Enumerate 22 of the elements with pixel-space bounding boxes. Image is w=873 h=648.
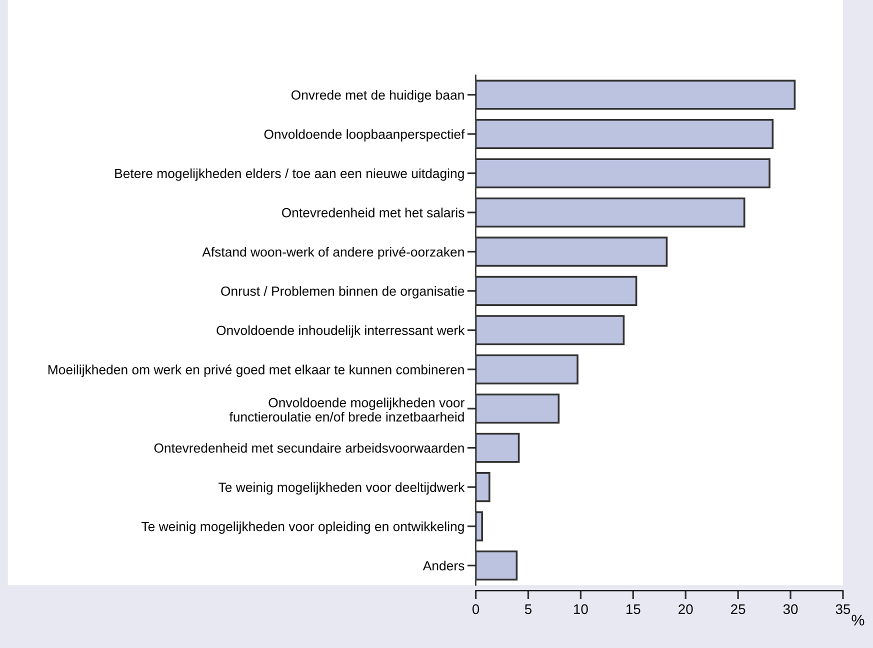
x-tick-label: 15 [626, 604, 640, 614]
x-tick-label: 35 [836, 604, 850, 614]
y-tick-label: Anders [422, 560, 464, 570]
x-tick-label: 25 [731, 604, 746, 614]
y-tick-label: Te weinig mogelijkheden voor opleiding en ontwikkeling [142, 522, 464, 534]
y-tick-label: Onvoldoende inhoudelijk interressant werk [216, 325, 465, 338]
x-tick-label: 30 [783, 604, 798, 614]
x-axis-title: % [852, 614, 864, 626]
y-tick-label: Onvrede met de huidige baan [291, 90, 464, 102]
y-tick-label: Ontevredenheid met het salaris [282, 208, 464, 218]
x-tick-label: 0 [472, 604, 480, 614]
x-tick-label: 20 [678, 604, 693, 614]
y-tick-label: Ontevredenheid met secundaire arbeidsvoorwaarden [154, 443, 464, 453]
y-tick-label: Onvoldoende mogelijkheden voor functieroulatie en/of brede inzetbaarheid [229, 398, 464, 422]
y-tick-label: Moeilijkheden om werk en privé goed met elkaar te kunnen combineren [48, 364, 464, 377]
y-tick-label: Onvoldoende loopbaanperspectief [264, 129, 465, 142]
y-tick-label: Afstand woon-werk of andere privé-oorzaken [202, 246, 464, 260]
x-tick-label: 5 [524, 604, 532, 614]
y-tick-label: Betere mogelijkheden elders / toe aan een nieuwe uitdaging [115, 168, 464, 181]
y-tick-label: Onrust / Problemen binnen de organisatie [221, 286, 464, 298]
x-tick-label: 10 [574, 604, 588, 614]
y-tick-label: Te weinig mogelijkheden voor deeltijdwerk [218, 482, 465, 495]
